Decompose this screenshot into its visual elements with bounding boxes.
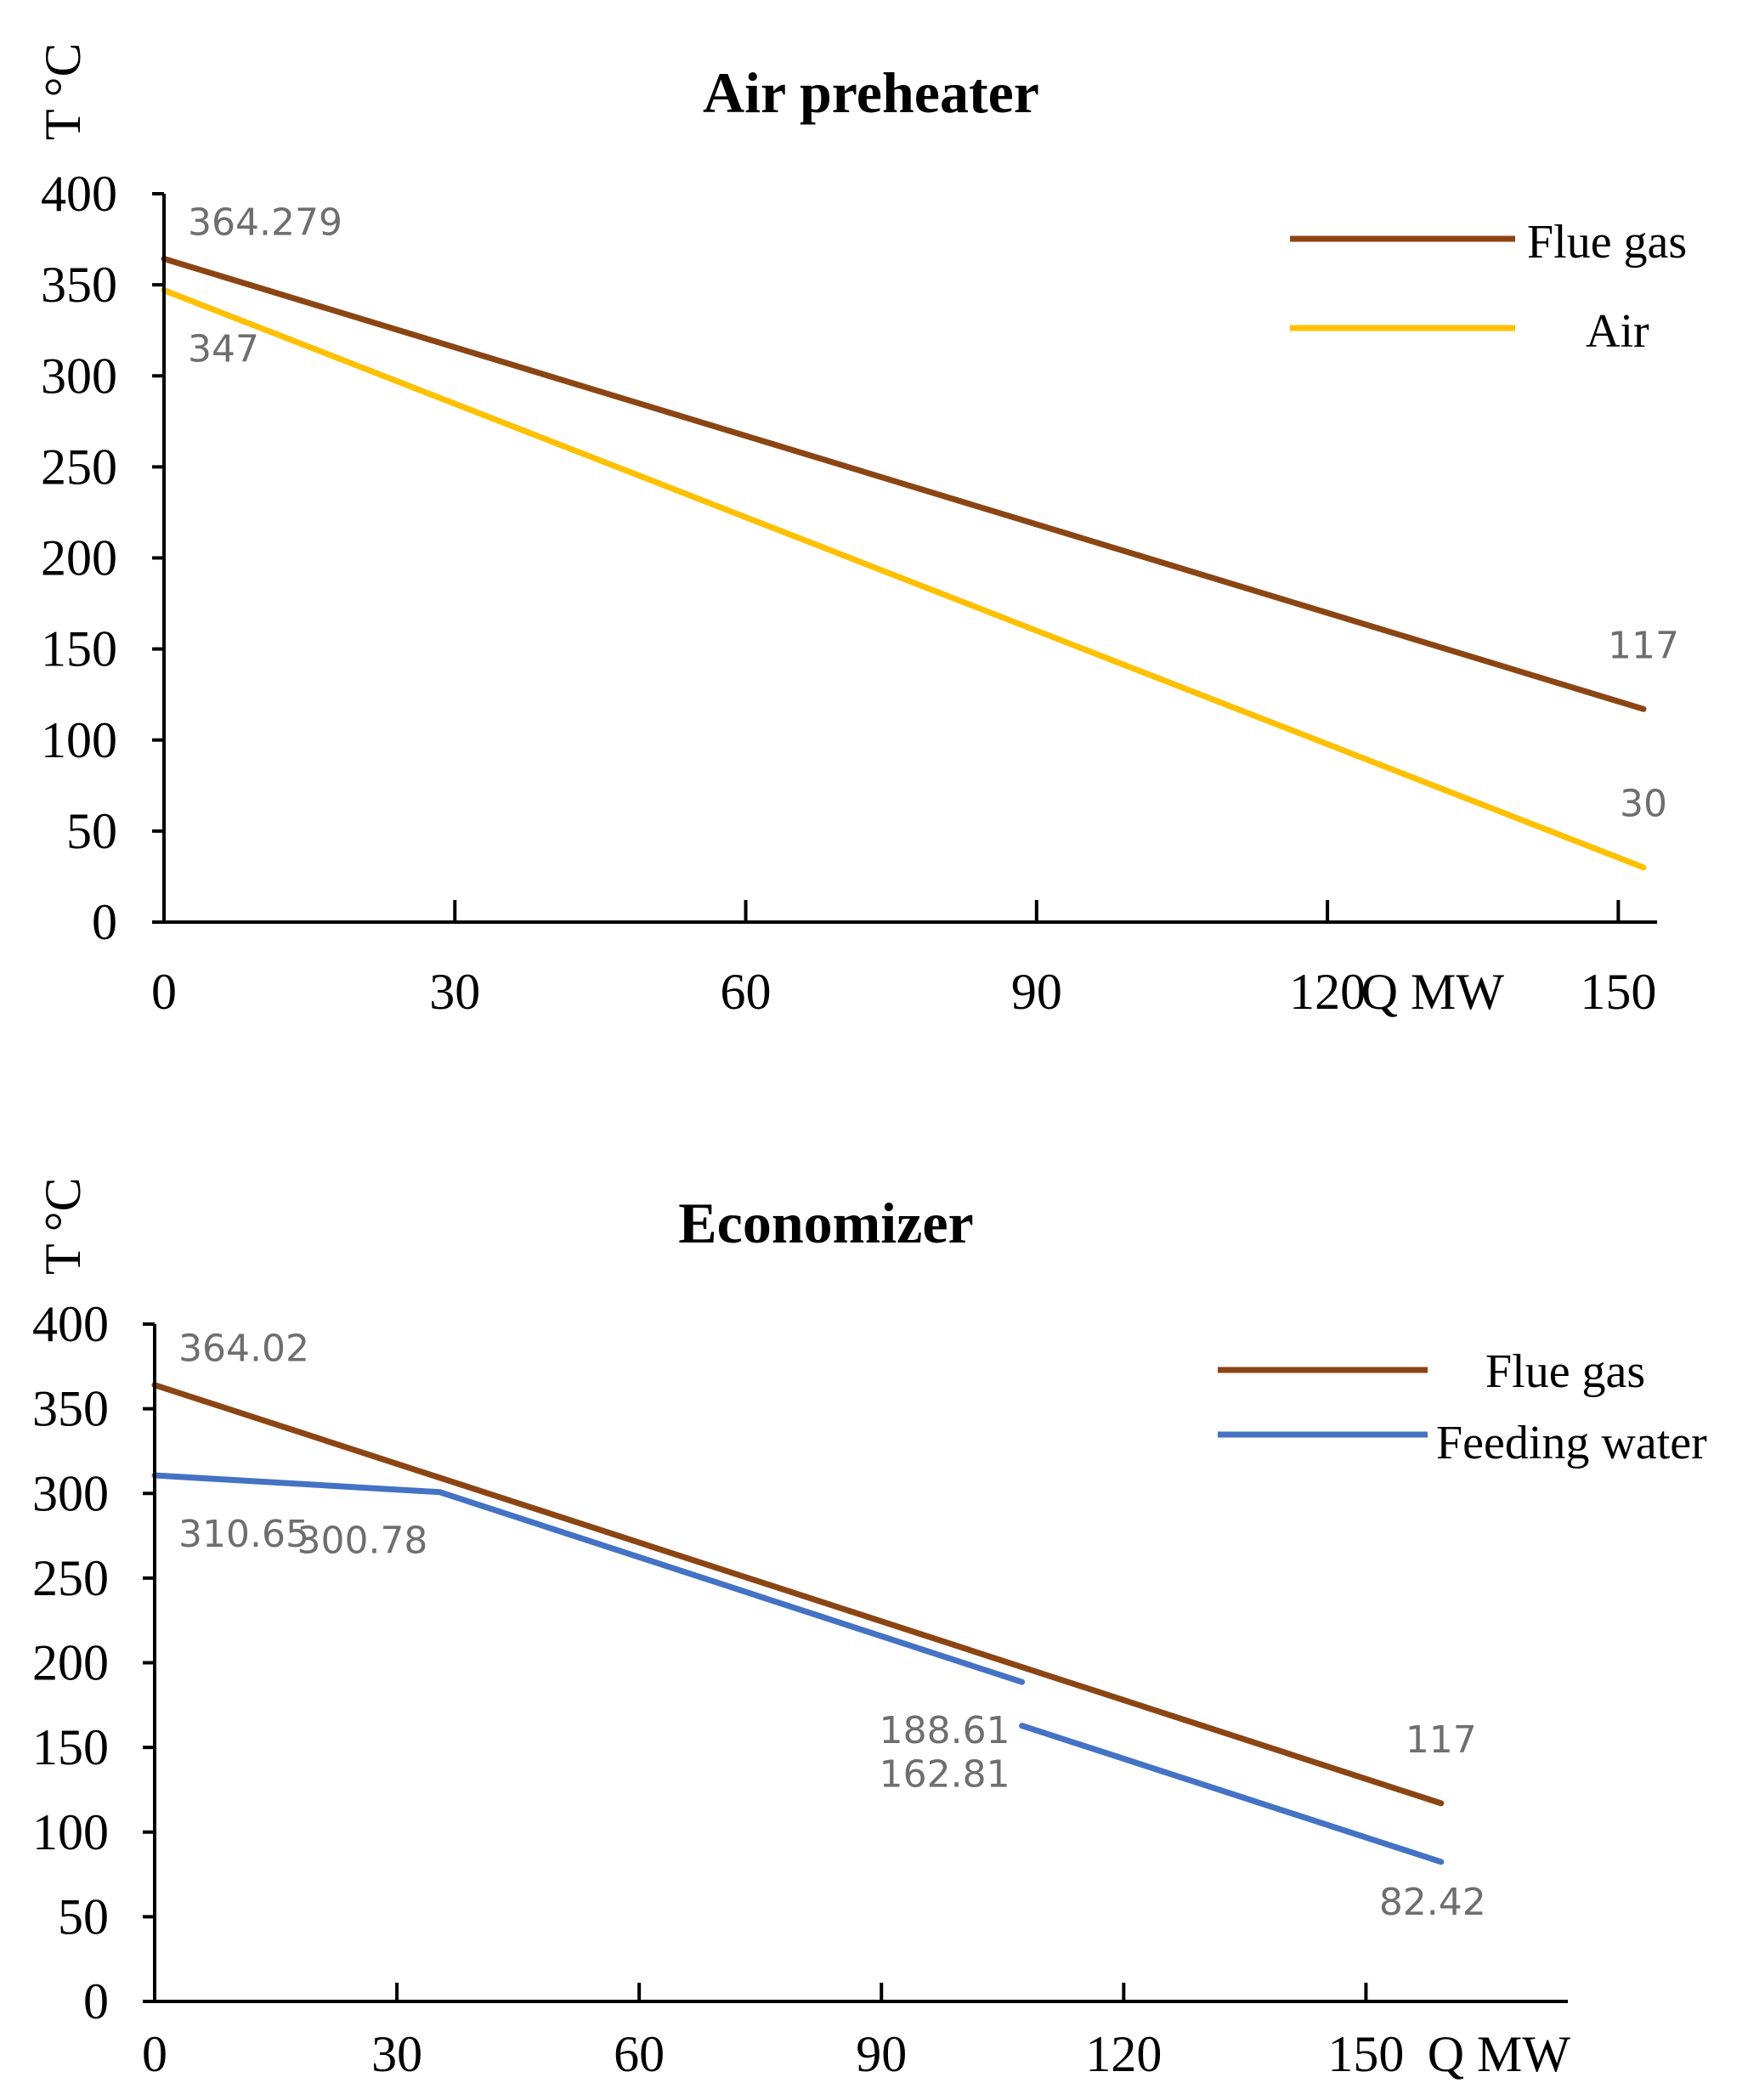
x-tick-labels: 0 30 60 90 120 150 — [151, 964, 1656, 1020]
data-label: 162.81 — [880, 1753, 1010, 1797]
y-tick-label: 400 — [32, 1296, 109, 1352]
x-tick-label: 60 — [721, 964, 772, 1020]
data-label: 364.279 — [188, 201, 342, 245]
y-tick-label: 250 — [32, 1550, 109, 1606]
y-tick-label: 100 — [32, 1804, 109, 1860]
x-tick-label: 90 — [1011, 964, 1062, 1020]
data-label: 188.61 — [880, 1709, 1010, 1752]
y-tick-label: 250 — [41, 439, 117, 495]
y-tick-labels: 0 50 100 150 200 250 300 350 400 — [41, 166, 164, 950]
x-tick-label: 60 — [614, 2026, 665, 2082]
x-tick-marks — [395, 1983, 1368, 2001]
legend-label-air: Air — [1586, 305, 1649, 358]
x-tick-label: 0 — [142, 2026, 167, 2082]
x-tick-label: 30 — [371, 2026, 422, 2082]
x-tick-label: 120 — [1289, 964, 1366, 1020]
series-layer — [161, 256, 1647, 871]
y-tick-label: 350 — [32, 1381, 109, 1437]
data-label: 117 — [1608, 624, 1679, 667]
y-tick-label: 350 — [41, 257, 117, 313]
x-tick-label: 150 — [1327, 2026, 1404, 2082]
x-tick-label: 30 — [429, 964, 480, 1020]
x-tick-label: 90 — [856, 2026, 907, 2082]
chart-title: Economizer — [678, 1191, 973, 1255]
data-label: 117 — [1406, 1718, 1477, 1762]
y-axis-label: T °C — [35, 42, 91, 140]
y-tick-label: 200 — [32, 1635, 109, 1691]
legend: Flue gas Feeding water — [1218, 1345, 1707, 1469]
y-tick-label: 200 — [41, 530, 117, 586]
legend-label-flue-gas: Flue gas — [1527, 216, 1687, 269]
data-label: 364.02 — [178, 1327, 309, 1371]
air-preheater-chart: Air preheater T °C Q MW 0 50 100 150 200 250 3… — [35, 42, 1687, 1020]
economizer-chart: Economizer T °C Q MW 0501001502002503003… — [32, 1177, 1707, 2082]
y-tick-label: 50 — [66, 803, 117, 859]
y-axis-label: T °C — [35, 1177, 91, 1275]
data-label: 310.65 — [178, 1513, 309, 1556]
y-tick-label: 300 — [32, 1465, 109, 1521]
x-tick-marks — [453, 900, 1621, 922]
y-tick-labels: 0 50 100 150 200 250 300 350 400 — [32, 1296, 155, 2029]
series-line-flue-gas — [151, 1382, 1445, 1807]
x-tick-labels: 0 30 60 90 120 150 — [142, 2026, 1404, 2082]
legend-label-feeding-water: Feeding water — [1436, 1417, 1707, 1469]
series-line-air — [161, 287, 1647, 871]
series-layer — [151, 1382, 1445, 1865]
chart-title: Air preheater — [703, 60, 1039, 125]
y-tick-label: 100 — [41, 712, 117, 768]
y-tick-label: 0 — [83, 1973, 109, 2029]
series-line-feeding-water — [151, 1472, 1026, 1685]
y-tick-label: 0 — [92, 894, 117, 950]
x-tick-label: 0 — [151, 964, 177, 1020]
y-tick-label: 150 — [41, 621, 117, 677]
data-label: 347 — [188, 328, 259, 371]
data-label: 300.78 — [297, 1520, 427, 1563]
y-tick-label: 400 — [41, 166, 117, 222]
x-axis-label: Q MW — [1428, 2026, 1571, 2082]
x-axis-label: Q MW — [1361, 964, 1505, 1020]
legend: Flue gas Air — [1290, 216, 1687, 358]
y-tick-label: 50 — [58, 1888, 109, 1944]
series-line-feeding-water — [1019, 1723, 1445, 1865]
x-tick-label: 120 — [1085, 2026, 1162, 2082]
x-tick-label: 150 — [1580, 964, 1656, 1020]
y-tick-label: 150 — [32, 1719, 109, 1775]
data-label: 82.42 — [1379, 1881, 1486, 1924]
series-line-flue-gas — [161, 256, 1647, 712]
y-tick-label: 300 — [41, 348, 117, 404]
data-label-layer: 364.279 347 117 30 — [188, 201, 1679, 826]
data-label: 30 — [1620, 783, 1667, 826]
legend-label-flue-gas: Flue gas — [1485, 1345, 1645, 1398]
